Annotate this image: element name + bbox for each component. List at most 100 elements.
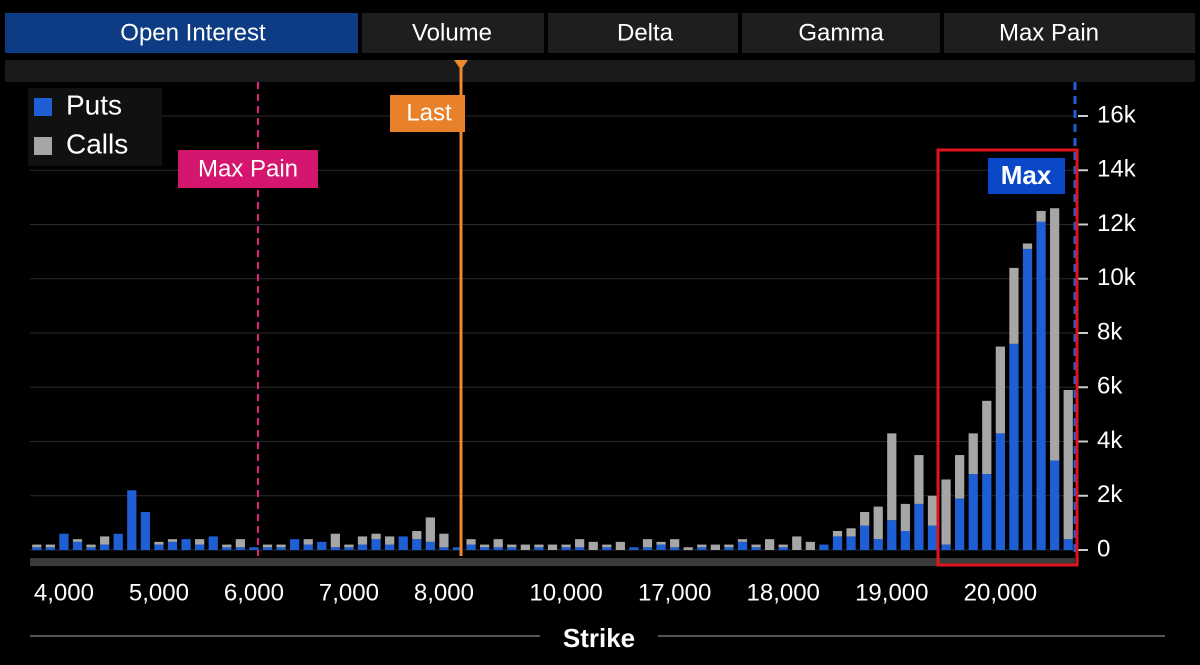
bar-segment bbox=[697, 547, 707, 550]
bar-segment bbox=[724, 544, 734, 548]
bar-segment bbox=[290, 539, 300, 550]
bar-segment bbox=[724, 547, 734, 550]
last-marker bbox=[454, 60, 468, 70]
bar-segment bbox=[968, 433, 978, 475]
bar-segment bbox=[832, 531, 843, 537]
bar-segment bbox=[737, 539, 748, 542]
bar-segment bbox=[303, 539, 313, 545]
bar-segment bbox=[846, 536, 856, 550]
bar-segment bbox=[561, 544, 571, 548]
bars bbox=[32, 208, 1073, 550]
bar-segment bbox=[561, 547, 571, 550]
bar-segment bbox=[914, 455, 924, 504]
bar-segment bbox=[656, 544, 666, 550]
bar-segment bbox=[330, 533, 340, 548]
y-tick-label: 12k bbox=[1097, 210, 1137, 237]
x-tick-label: 6,000 bbox=[224, 579, 284, 606]
bar-segment bbox=[59, 533, 69, 550]
bar-segment bbox=[507, 544, 517, 548]
bar-segment bbox=[860, 525, 870, 550]
bar-segment bbox=[493, 547, 503, 550]
bar-segment bbox=[968, 474, 978, 550]
bar-segment bbox=[154, 544, 164, 550]
bar-segment bbox=[208, 536, 218, 550]
bar-segment bbox=[575, 547, 585, 550]
y-tick-label: 2k bbox=[1097, 481, 1123, 508]
bar-segment bbox=[480, 547, 490, 550]
bar-segment bbox=[900, 531, 910, 550]
tab-label[interactable]: Open Interest bbox=[120, 19, 266, 46]
bar-segment bbox=[72, 539, 83, 542]
highlight-box bbox=[936, 148, 1079, 567]
bar-segment bbox=[955, 498, 965, 550]
bar-segment bbox=[385, 544, 395, 550]
x-label-bg bbox=[540, 622, 658, 656]
y-tick-label: 14k bbox=[1097, 156, 1137, 183]
bar-segment bbox=[276, 544, 286, 548]
bar-segment bbox=[344, 547, 354, 550]
tab-active[interactable] bbox=[5, 13, 358, 53]
x-tick-label: 17,000 bbox=[638, 579, 711, 606]
tab-label[interactable]: Volume bbox=[412, 19, 492, 46]
tab-label[interactable]: Max Pain bbox=[999, 19, 1099, 46]
bar-segment bbox=[100, 544, 110, 550]
x-tick-label: 7,000 bbox=[319, 579, 379, 606]
bar-segment bbox=[385, 536, 395, 545]
bar-segment bbox=[507, 547, 517, 550]
bar-segment bbox=[86, 547, 96, 550]
bar-segment bbox=[412, 531, 422, 540]
bar-segment bbox=[154, 541, 164, 545]
max-box bbox=[988, 158, 1065, 194]
bar-segment bbox=[941, 544, 951, 550]
bar-segment bbox=[222, 547, 232, 550]
bar-segment bbox=[357, 536, 368, 545]
tab-label[interactable]: Gamma bbox=[798, 19, 884, 46]
bar-segment bbox=[792, 536, 802, 550]
bar-segment bbox=[846, 528, 856, 537]
bar-segment bbox=[710, 544, 720, 550]
bar-segment bbox=[113, 533, 123, 550]
bar-segment bbox=[262, 547, 273, 550]
bar-segment bbox=[72, 541, 83, 550]
bar-segment bbox=[873, 539, 883, 550]
bar-segment bbox=[982, 400, 992, 475]
tab[interactable] bbox=[362, 13, 544, 53]
bar-segment bbox=[656, 541, 666, 545]
bar-segment bbox=[778, 547, 788, 550]
tab[interactable] bbox=[742, 13, 940, 53]
bar-segment bbox=[303, 544, 313, 550]
y-tick-label: 16k bbox=[1097, 101, 1137, 128]
bar-segment bbox=[330, 547, 340, 550]
max-label: Max bbox=[1001, 160, 1052, 190]
bar-segment bbox=[425, 517, 435, 542]
bar-segment bbox=[642, 539, 653, 548]
bar-segment bbox=[670, 539, 680, 548]
bar-segment bbox=[371, 533, 381, 540]
bar-segment bbox=[32, 544, 42, 548]
x-axis-strip bbox=[30, 558, 1075, 566]
bar-segment bbox=[995, 433, 1005, 550]
bar-segment bbox=[480, 544, 490, 548]
tab-label[interactable]: Delta bbox=[617, 19, 674, 46]
bar-segment bbox=[873, 506, 883, 540]
max-pain-box bbox=[178, 150, 318, 188]
y-tick-label: 8k bbox=[1097, 318, 1123, 345]
tab[interactable] bbox=[548, 13, 738, 53]
tab[interactable] bbox=[944, 13, 1195, 53]
bar-segment bbox=[575, 539, 585, 548]
bar-segment bbox=[819, 544, 829, 550]
bar-segment bbox=[235, 547, 245, 550]
bar-segment bbox=[670, 547, 680, 550]
bar-segment bbox=[765, 539, 775, 550]
bar-segment bbox=[466, 539, 476, 545]
bar-segment bbox=[439, 533, 449, 548]
bar-segment bbox=[1050, 208, 1060, 461]
bar-segment bbox=[86, 544, 96, 548]
y-tick-label: 0 bbox=[1097, 535, 1110, 562]
bar-segment bbox=[534, 544, 544, 548]
bar-segment bbox=[778, 544, 788, 548]
bar-segment bbox=[452, 547, 463, 550]
bar-segment bbox=[1050, 460, 1060, 550]
